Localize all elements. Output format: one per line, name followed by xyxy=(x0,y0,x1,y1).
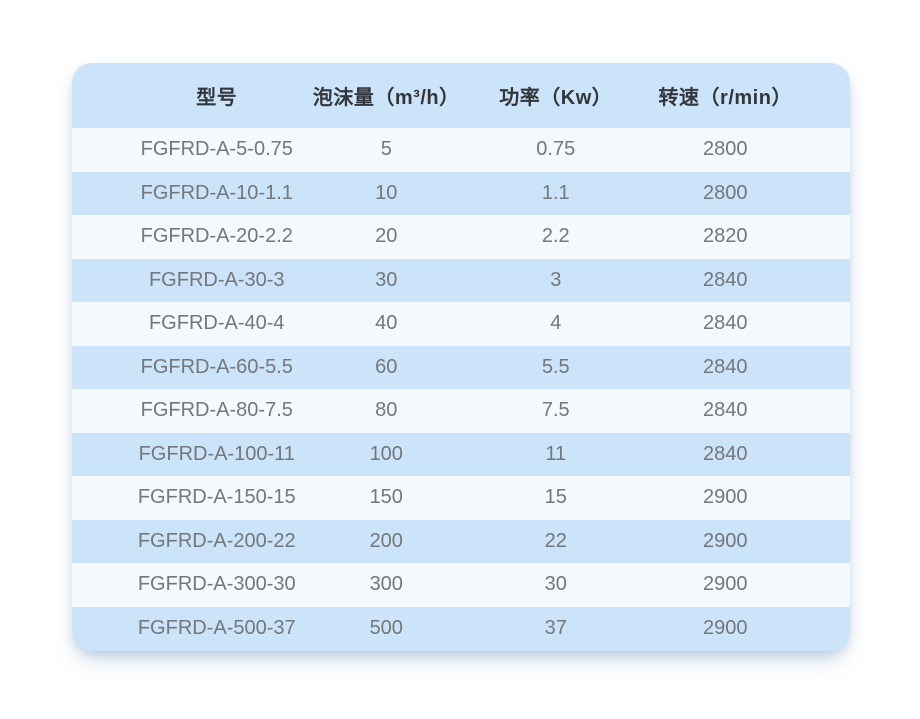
speed-cell: 2800 xyxy=(703,138,748,161)
speed-cell: 2840 xyxy=(703,442,748,465)
power-cell: 30 xyxy=(544,573,567,596)
speed-cell: 2820 xyxy=(703,225,748,248)
foam-cell: 200 xyxy=(369,529,403,552)
table-row: FGFRD-A-100-11 100 11 2840 xyxy=(72,433,850,477)
model-cell: FGFRD-A-500-37 xyxy=(137,616,296,639)
model-cell: FGFRD-A-150-15 xyxy=(137,486,296,509)
column-header-speed: 转速（r/min） xyxy=(658,87,792,109)
table-row: FGFRD-A-200-22 200 22 2900 xyxy=(72,520,850,564)
spec-table-card: 型号 泡沫量（m³/h） 功率（Kw） 转速（r/min） FGFRD-A-5-… xyxy=(72,63,850,651)
power-cell: 1.1 xyxy=(541,181,570,204)
foam-cell: 60 xyxy=(375,355,398,378)
table-row: FGFRD-A-500-37 500 37 2900 xyxy=(72,607,850,651)
foam-cell: 5 xyxy=(380,138,392,161)
power-cell: 0.75 xyxy=(536,138,576,161)
table-row: FGFRD-A-60-5.5 60 5.5 2840 xyxy=(72,346,850,390)
model-cell: FGFRD-A-80-7.5 xyxy=(140,399,293,422)
model-cell: FGFRD-A-5-0.75 xyxy=(140,138,293,161)
model-cell: FGFRD-A-300-30 xyxy=(137,573,296,596)
foam-cell: 80 xyxy=(375,399,398,422)
model-cell: FGFRD-A-30-3 xyxy=(148,268,285,291)
model-cell: FGFRD-A-10-1.1 xyxy=(140,181,293,204)
foam-cell: 30 xyxy=(375,268,398,291)
table-row: FGFRD-A-300-30 300 30 2900 xyxy=(72,563,850,607)
foam-cell: 500 xyxy=(369,616,403,639)
table-row: FGFRD-A-5-0.75 5 0.75 2800 xyxy=(72,128,850,172)
speed-cell: 2800 xyxy=(703,181,748,204)
foam-cell: 150 xyxy=(369,486,403,509)
speed-cell: 2900 xyxy=(703,486,748,509)
model-cell: FGFRD-A-100-11 xyxy=(138,442,295,465)
foam-cell: 40 xyxy=(375,312,398,335)
model-cell: FGFRD-A-60-5.5 xyxy=(140,355,293,378)
foam-cell: 10 xyxy=(375,181,398,204)
foam-cell: 20 xyxy=(375,225,398,248)
power-cell: 4 xyxy=(550,312,562,335)
column-header-foam-volume: 泡沫量（m³/h） xyxy=(312,87,460,109)
speed-cell: 2840 xyxy=(703,312,748,335)
table-body: FGFRD-A-5-0.75 5 0.75 2800 FGFRD-A-10-1.… xyxy=(72,128,850,650)
power-cell: 22 xyxy=(544,529,567,552)
table-row: FGFRD-A-30-3 30 3 2840 xyxy=(72,259,850,303)
speed-cell: 2840 xyxy=(703,355,748,378)
table-row: FGFRD-A-150-15 150 15 2900 xyxy=(72,476,850,520)
table-header-row: 型号 泡沫量（m³/h） 功率（Kw） 转速（r/min） xyxy=(72,63,850,128)
speed-cell: 2840 xyxy=(703,399,748,422)
table-row: FGFRD-A-40-4 40 4 2840 xyxy=(72,302,850,346)
power-cell: 2.2 xyxy=(541,225,570,248)
table-row: FGFRD-A-80-7.5 80 7.5 2840 xyxy=(72,389,850,433)
speed-cell: 2840 xyxy=(703,268,748,291)
table-row: FGFRD-A-10-1.1 10 1.1 2800 xyxy=(72,172,850,216)
speed-cell: 2900 xyxy=(703,529,748,552)
column-header-power: 功率（Kw） xyxy=(499,87,613,109)
foam-cell: 100 xyxy=(369,442,403,465)
power-cell: 7.5 xyxy=(541,399,570,422)
model-cell: FGFRD-A-200-22 xyxy=(137,529,296,552)
power-cell: 5.5 xyxy=(541,355,570,378)
column-header-model: 型号 xyxy=(196,87,238,109)
speed-cell: 2900 xyxy=(703,573,748,596)
power-cell: 15 xyxy=(544,486,567,509)
power-cell: 11 xyxy=(545,442,567,465)
model-cell: FGFRD-A-40-4 xyxy=(148,312,285,335)
model-cell: FGFRD-A-20-2.2 xyxy=(140,225,293,248)
speed-cell: 2900 xyxy=(703,616,748,639)
power-cell: 37 xyxy=(544,616,567,639)
power-cell: 3 xyxy=(550,268,562,291)
foam-cell: 300 xyxy=(369,573,403,596)
table-row: FGFRD-A-20-2.2 20 2.2 2820 xyxy=(72,215,850,259)
